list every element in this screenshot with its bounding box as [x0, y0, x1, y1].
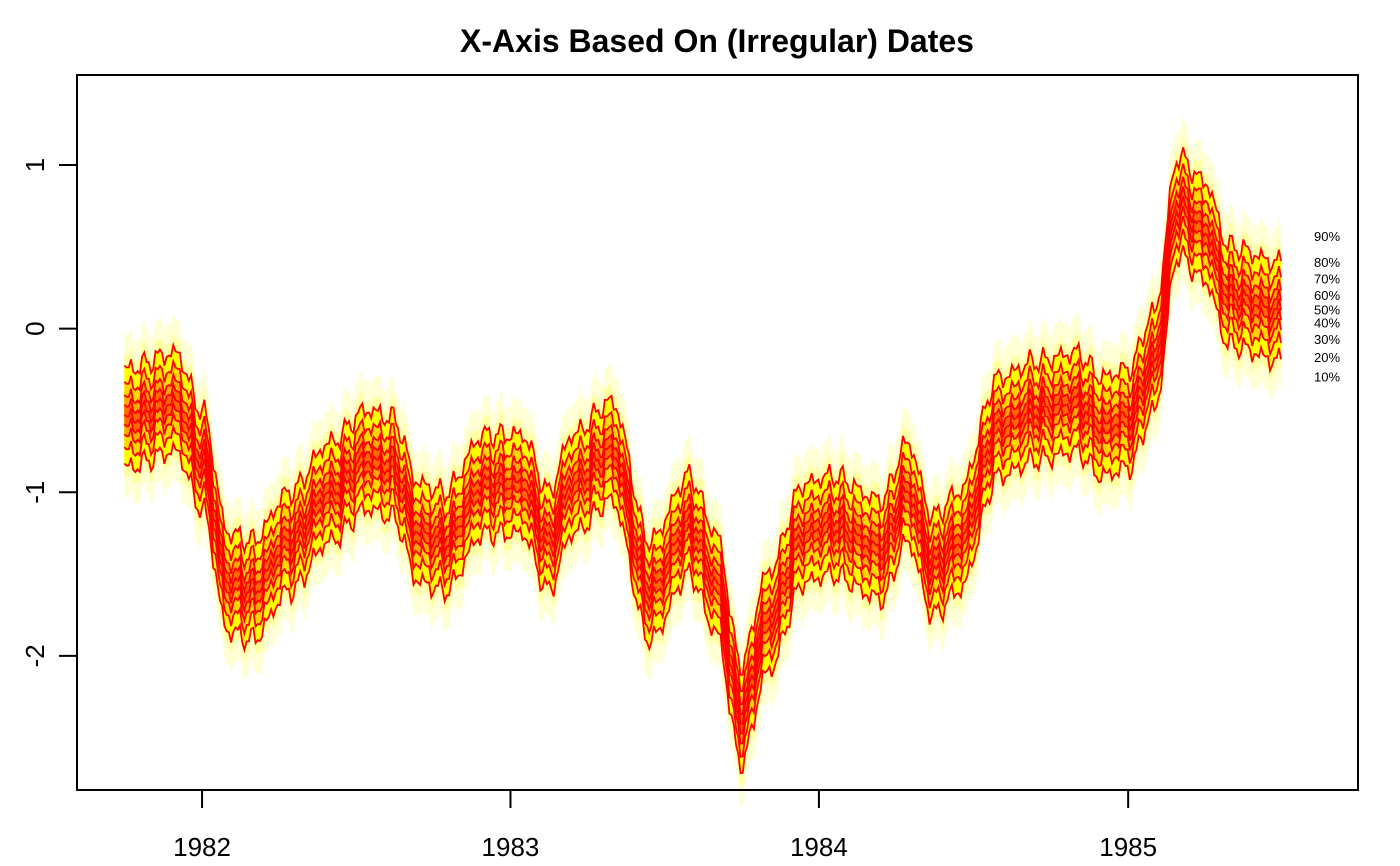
y-tick-label: 0: [20, 321, 50, 335]
chart-title: X-Axis Based On (Irregular) Dates: [460, 23, 974, 59]
percentile-line-9: [123, 147, 1282, 676]
fan-label: 60%: [1314, 288, 1340, 303]
percentile-line-4: [123, 205, 1282, 735]
percentile-line-2: [123, 228, 1282, 758]
x-tick-label: 1983: [482, 832, 540, 862]
fan-label: 70%: [1314, 272, 1340, 287]
plot-area: [123, 114, 1282, 806]
y-axis: -2 -1 0 1: [20, 158, 78, 667]
x-tick-label: 1982: [173, 832, 231, 862]
fan-label: 80%: [1314, 255, 1340, 270]
percentile-line-3: [123, 215, 1282, 745]
plot-frame: [76, 74, 1359, 791]
fan-label: 50%: [1314, 303, 1340, 318]
fan-label: 10%: [1314, 370, 1340, 385]
x-axis: 1982 1983 1984 1985: [173, 789, 1157, 862]
percentile-line-5: [123, 196, 1282, 726]
percentile-line-1: [123, 245, 1282, 775]
percentile-line-6: [123, 186, 1282, 716]
fan-label: 20%: [1314, 350, 1340, 365]
fan-label: 90%: [1314, 229, 1340, 244]
y-tick-label: 1: [20, 158, 50, 172]
percentile-line-7: [123, 176, 1282, 706]
fan-label: 30%: [1314, 332, 1340, 347]
fan-legend: 90% 80% 70%60%50%40%30% 20% 10%: [1314, 229, 1340, 385]
x-tick-label: 1985: [1099, 832, 1157, 862]
percentile-line-8: [123, 163, 1282, 693]
y-tick-label: -1: [20, 481, 50, 504]
x-tick-label: 1984: [790, 832, 848, 862]
y-tick-label: -2: [20, 644, 50, 667]
fan-label: 40%: [1314, 316, 1340, 331]
fan-halo-band: [124, 114, 1282, 806]
